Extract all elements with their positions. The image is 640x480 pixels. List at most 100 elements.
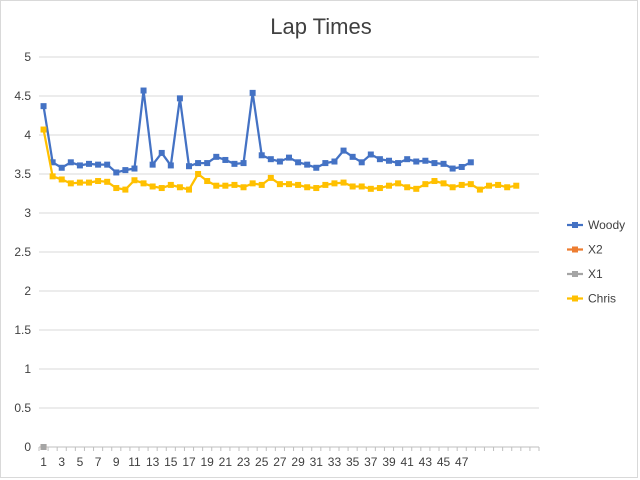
data-point [95, 178, 102, 185]
data-point [222, 156, 229, 163]
data-point [231, 181, 238, 188]
data-point [286, 154, 292, 161]
y-tick-label: 3 [24, 206, 31, 220]
x-tick-label: 37 [364, 455, 378, 469]
data-point [331, 180, 338, 187]
legend: Woody X2 X1 Chris [567, 218, 625, 306]
data-point [204, 160, 211, 167]
data-point [404, 184, 411, 191]
data-point [313, 164, 320, 171]
x-tick-label: 39 [382, 455, 396, 469]
data-point [404, 156, 411, 163]
legend-swatch-marker [572, 222, 578, 228]
data-point [276, 158, 283, 165]
data-point [413, 185, 420, 192]
x-tick-label: 43 [419, 455, 433, 469]
data-point [95, 161, 102, 168]
gridlines [39, 56, 539, 448]
data-point [167, 162, 174, 169]
data-point [376, 185, 383, 192]
data-point [458, 163, 465, 170]
x-tick-label: 33 [328, 455, 342, 469]
x-tick-label: 41 [401, 455, 415, 469]
data-point [476, 186, 483, 193]
series-woody [40, 87, 474, 176]
data-point [58, 164, 65, 171]
data-point [186, 163, 192, 170]
x-tick-label: 35 [346, 455, 360, 469]
data-point [249, 180, 256, 187]
x-tick-label: 3 [58, 455, 65, 469]
data-point [449, 184, 456, 191]
data-point [104, 178, 111, 185]
data-point [40, 103, 47, 110]
data-point [431, 178, 438, 185]
x-tick-label: 5 [77, 455, 84, 469]
y-tick-label: 2.5 [14, 245, 31, 259]
data-point [431, 160, 438, 167]
legend-label: Woody [588, 218, 625, 232]
data-point [376, 156, 383, 163]
y-tick-label: 0 [24, 440, 31, 454]
legend-item-chris: Chris [567, 292, 616, 306]
data-point [86, 160, 92, 167]
data-point [49, 173, 56, 180]
data-point [240, 160, 247, 167]
data-point [40, 126, 47, 133]
data-point [458, 181, 465, 188]
data-point [295, 181, 302, 188]
data-point [422, 157, 429, 164]
legend-swatch-marker [572, 295, 578, 302]
y-tick-label: 5 [24, 50, 31, 64]
data-point [395, 180, 402, 187]
data-point [513, 182, 520, 189]
data-point [67, 180, 74, 187]
data-point [422, 181, 429, 188]
data-point [213, 153, 220, 160]
data-point [440, 160, 447, 167]
data-point [76, 179, 83, 186]
data-point [358, 159, 365, 166]
data-point [322, 181, 329, 188]
data-point [58, 176, 65, 183]
data-point [367, 185, 374, 192]
data-point [158, 149, 165, 156]
data-point [349, 183, 356, 190]
data-point [286, 181, 292, 188]
data-point [149, 183, 156, 190]
data-point [449, 165, 456, 172]
data-point [86, 179, 92, 186]
x-tick-label: 45 [437, 455, 451, 469]
x-tick-label: 1 [40, 455, 47, 469]
data-point [167, 181, 174, 188]
data-point [149, 161, 156, 168]
data-point [222, 182, 229, 189]
x-tick-label: 15 [164, 455, 178, 469]
data-point [349, 153, 356, 160]
data-point [140, 180, 147, 187]
data-point [249, 89, 256, 96]
x-tick-label: 19 [201, 455, 215, 469]
x-tick-label: 17 [182, 455, 196, 469]
series-lines [40, 87, 520, 450]
data-point [204, 178, 211, 185]
x-tick-label: 25 [255, 455, 269, 469]
series-chris [40, 126, 520, 193]
x-tick-label: 21 [219, 455, 233, 469]
data-point [122, 186, 129, 193]
data-point [122, 167, 129, 174]
data-point [467, 181, 474, 188]
data-point [131, 165, 138, 172]
data-point [313, 185, 320, 192]
y-tick-label: 1 [24, 362, 31, 376]
data-point [504, 184, 511, 191]
legend-label: X2 [588, 243, 603, 257]
data-point [258, 152, 265, 159]
data-point [267, 174, 274, 181]
x-tick-label: 31 [310, 455, 324, 469]
chart-title: Lap Times [270, 14, 372, 39]
data-point [113, 169, 120, 176]
legend-swatch-marker [572, 271, 578, 277]
